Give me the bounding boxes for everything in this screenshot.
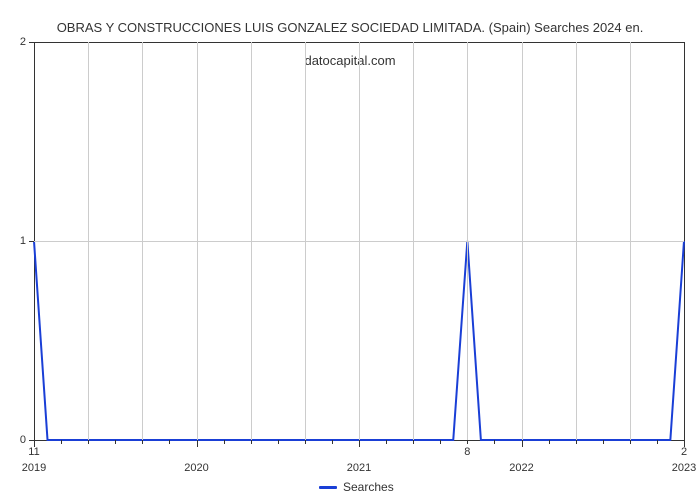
x-tick-minor <box>61 440 62 444</box>
x-tick-minor <box>224 440 225 444</box>
y-axis-label: 2 <box>12 36 26 48</box>
y-axis-label: 0 <box>12 434 26 446</box>
x-tick-minor <box>603 440 604 444</box>
x-axis-label: 2022 <box>509 462 533 474</box>
x-axis-label: 2021 <box>347 462 371 474</box>
gridline-h <box>34 241 684 242</box>
x-tick-minor <box>413 440 414 444</box>
data-point-annotation: 2 <box>681 446 687 458</box>
x-axis-label: 2023 <box>672 462 696 474</box>
y-axis-label: 1 <box>12 235 26 247</box>
legend-swatch <box>319 486 337 489</box>
x-tick-minor <box>169 440 170 444</box>
x-tick-minor <box>440 440 441 444</box>
legend-label: Searches <box>343 480 394 494</box>
data-point-annotation: 8 <box>464 446 470 458</box>
x-tick-minor <box>657 440 658 444</box>
x-tick-minor <box>115 440 116 444</box>
y-tick <box>29 42 34 43</box>
x-axis-label: 2019 <box>22 462 46 474</box>
x-tick-minor <box>278 440 279 444</box>
x-tick <box>197 440 198 447</box>
x-tick-minor <box>305 440 306 444</box>
x-tick-minor <box>332 440 333 444</box>
x-tick-minor <box>630 440 631 444</box>
x-tick-minor <box>142 440 143 444</box>
x-tick-minor <box>494 440 495 444</box>
x-tick <box>359 440 360 447</box>
data-line <box>0 0 700 500</box>
x-tick-minor <box>251 440 252 444</box>
legend: Searches <box>319 480 394 494</box>
x-axis-label: 2020 <box>184 462 208 474</box>
x-tick-minor <box>576 440 577 444</box>
x-tick-minor <box>549 440 550 444</box>
x-tick-minor <box>467 440 468 444</box>
x-tick-minor <box>88 440 89 444</box>
data-point-annotation: 11 <box>28 446 39 458</box>
y-tick <box>29 440 34 441</box>
x-tick-minor <box>386 440 387 444</box>
x-tick <box>522 440 523 447</box>
y-tick <box>29 241 34 242</box>
